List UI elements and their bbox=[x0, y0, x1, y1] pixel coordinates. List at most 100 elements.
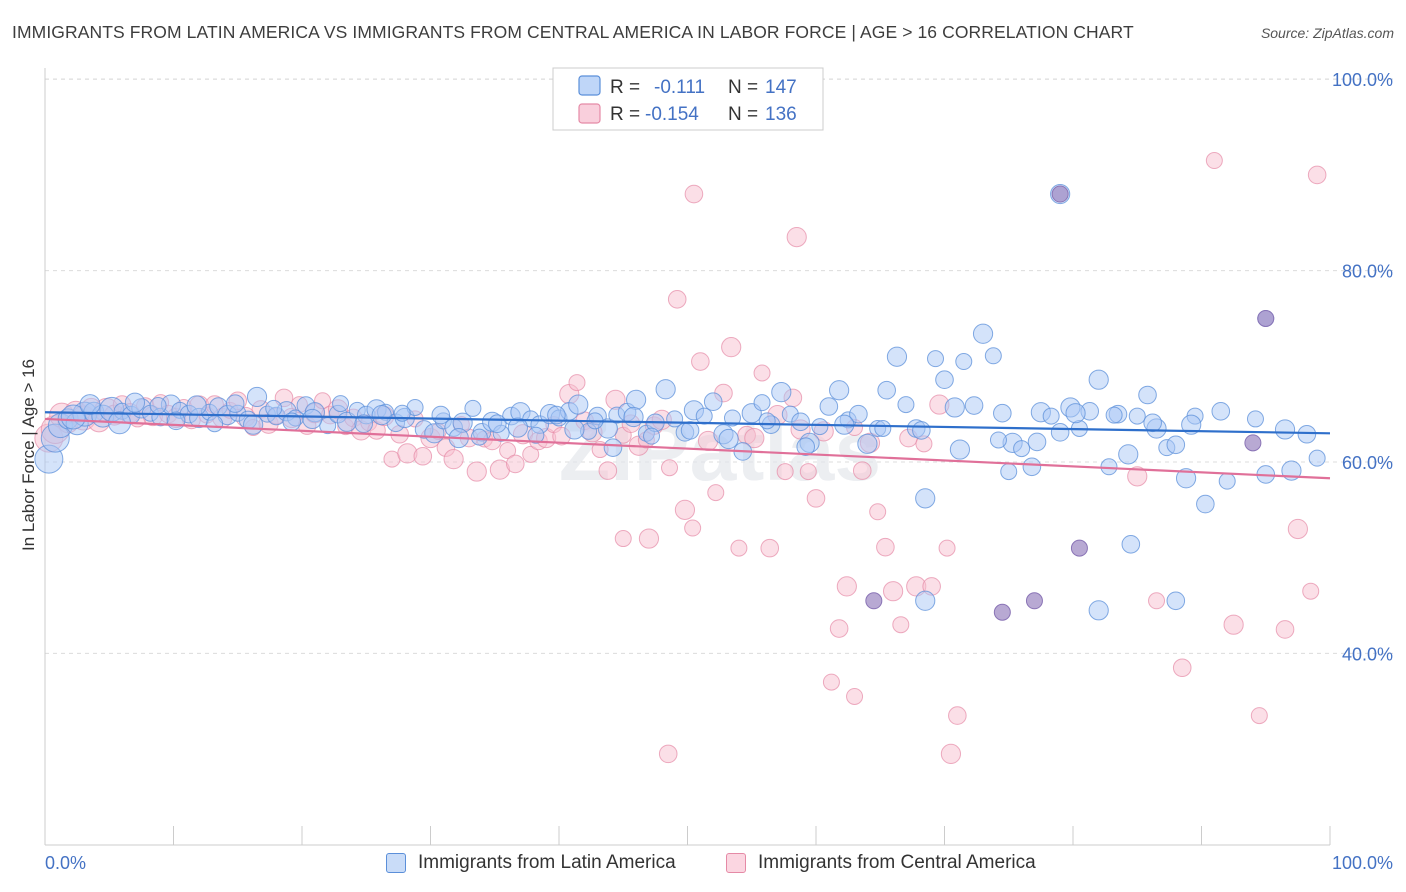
pink-point bbox=[506, 454, 525, 474]
blue-point bbox=[758, 412, 776, 430]
blue-point bbox=[1297, 424, 1317, 444]
blue-point bbox=[886, 346, 908, 367]
pink-point bbox=[948, 706, 967, 725]
blue-point bbox=[944, 397, 965, 418]
blue-point bbox=[60, 404, 86, 430]
pink-point bbox=[883, 581, 904, 602]
blue-point bbox=[1013, 440, 1031, 458]
x-tick-label-min: 0.0% bbox=[45, 853, 86, 873]
legend-blue-n-label: N = bbox=[728, 77, 758, 98]
blue-point bbox=[1211, 401, 1231, 421]
blue-point bbox=[857, 433, 878, 454]
blue-point bbox=[680, 421, 700, 440]
blue-point bbox=[1128, 407, 1146, 425]
blue-point bbox=[1088, 600, 1109, 621]
y-tick-label: 40.0% bbox=[1342, 644, 1393, 664]
blue-point bbox=[1218, 472, 1236, 490]
legend-item-central-america[interactable]: Immigrants from Central America bbox=[726, 852, 1036, 874]
trend-lines bbox=[44, 411, 1331, 480]
blue-point bbox=[877, 380, 896, 400]
pink-point bbox=[1127, 466, 1148, 487]
legend-item-latin-america[interactable]: Immigrants from Latin America bbox=[386, 852, 676, 874]
blue-point bbox=[718, 428, 739, 450]
blue-point bbox=[1121, 535, 1141, 554]
pink-point bbox=[499, 442, 517, 460]
pink-point bbox=[892, 616, 910, 634]
pink-point bbox=[1223, 614, 1244, 635]
blue-point bbox=[243, 414, 264, 435]
blue-point bbox=[79, 394, 101, 416]
blue-point bbox=[1118, 444, 1139, 465]
pink-point bbox=[829, 619, 849, 638]
blue-point bbox=[1000, 463, 1018, 481]
blue-point bbox=[1050, 423, 1070, 442]
pink-trend-line bbox=[44, 417, 1331, 480]
blue-point bbox=[371, 405, 392, 426]
y-tick-labels: 40.0% 60.0% 80.0% 100.0% bbox=[1332, 70, 1393, 664]
pink-point bbox=[522, 445, 540, 463]
blue-point bbox=[993, 403, 1012, 423]
legend-blue-swatch bbox=[578, 75, 601, 96]
blue-point bbox=[225, 394, 245, 413]
blue-point bbox=[1175, 468, 1197, 489]
pink-point bbox=[760, 538, 780, 558]
pink-point bbox=[638, 528, 660, 549]
blue-point bbox=[206, 415, 224, 433]
legend-pink-swatch bbox=[578, 103, 601, 124]
pink-point bbox=[614, 530, 632, 548]
legend-pink-n-label: N = bbox=[728, 104, 758, 125]
blue-point bbox=[796, 437, 816, 456]
pink-point bbox=[1250, 707, 1268, 725]
blue-point bbox=[655, 379, 676, 400]
overlap-point bbox=[993, 603, 1011, 621]
blue-point bbox=[488, 414, 507, 434]
blue-point bbox=[949, 439, 971, 460]
blue-point bbox=[1065, 403, 1086, 424]
blue-point bbox=[771, 382, 792, 403]
pink-point bbox=[1287, 518, 1308, 540]
pink-point bbox=[1172, 658, 1192, 678]
blue-point bbox=[984, 347, 1002, 365]
blue-trend-line bbox=[44, 411, 1331, 435]
x-tick-label-max: 100.0% bbox=[1332, 853, 1393, 873]
pink-point bbox=[744, 427, 765, 449]
blue-point bbox=[354, 414, 373, 434]
pink-point bbox=[806, 489, 826, 508]
legend-pink-r-value: -0.154 bbox=[645, 104, 699, 125]
pink-point bbox=[667, 290, 687, 309]
x-tick-labels: 0.0% 100.0% bbox=[45, 853, 1393, 873]
y-axis-label: In Labor Force | Age > 16 bbox=[19, 359, 38, 551]
pink-point bbox=[938, 539, 956, 557]
pink-point bbox=[721, 337, 742, 358]
series-legend: Immigrants from Latin America Immigrants… bbox=[0, 852, 1406, 880]
blue-point bbox=[1246, 410, 1264, 428]
pink-point bbox=[1148, 592, 1166, 610]
overlap-point bbox=[865, 592, 883, 610]
y-tick-label: 80.0% bbox=[1342, 262, 1393, 282]
blue-point bbox=[819, 397, 839, 416]
blue-point bbox=[1196, 494, 1215, 514]
pink-point bbox=[443, 449, 464, 470]
legend-blue-r-label: R = bbox=[610, 77, 640, 98]
blue-point bbox=[302, 408, 323, 430]
pink-point bbox=[661, 459, 679, 477]
blue-point bbox=[1166, 591, 1186, 611]
legend-label-latin-america: Immigrants from Latin America bbox=[418, 852, 676, 873]
blue-point bbox=[955, 353, 973, 371]
pink-point bbox=[852, 461, 872, 480]
blue-point bbox=[897, 396, 915, 414]
blue-point bbox=[568, 394, 589, 415]
blue-point bbox=[246, 386, 268, 408]
legend-label-central-america: Immigrants from Central America bbox=[758, 852, 1036, 873]
y-tick-label: 60.0% bbox=[1342, 453, 1393, 473]
pink-point bbox=[568, 374, 586, 392]
pink-point bbox=[598, 461, 618, 480]
blue-point bbox=[265, 399, 283, 417]
blue-point bbox=[464, 399, 482, 417]
pink-point bbox=[836, 576, 857, 597]
blue-point bbox=[623, 406, 644, 428]
pink-point bbox=[776, 463, 794, 481]
blue-point bbox=[1308, 449, 1326, 467]
blue-point bbox=[874, 420, 892, 438]
